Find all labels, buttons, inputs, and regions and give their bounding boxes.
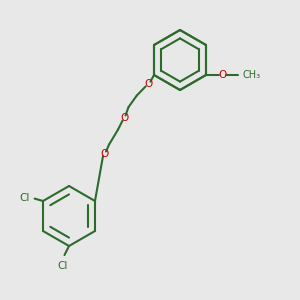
Text: O: O [120,112,128,123]
Text: O: O [100,148,109,159]
Text: Cl: Cl [58,261,68,271]
Text: CH₃: CH₃ [243,70,261,80]
Text: O: O [144,79,152,89]
Text: O: O [218,70,226,80]
Text: Cl: Cl [19,193,29,203]
